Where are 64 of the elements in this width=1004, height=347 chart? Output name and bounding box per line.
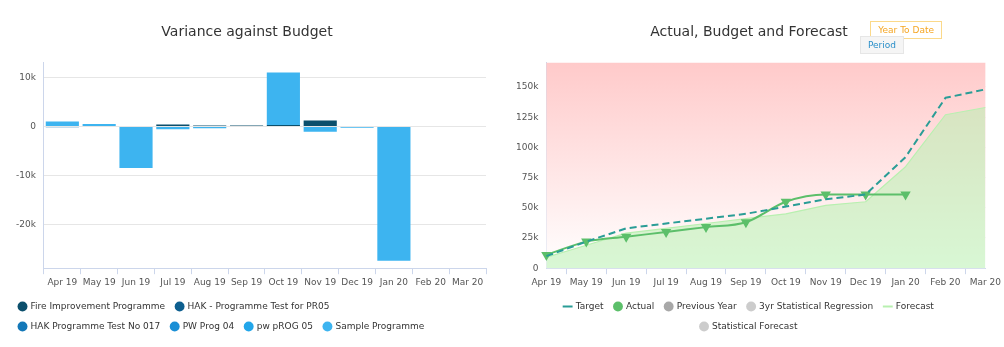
- point: [821, 191, 831, 200]
- legend-label: HAK Programme Test No 017: [30, 320, 161, 331]
- x-tick-label: May 19: [82, 276, 116, 287]
- x-tick-label: Jan 20: [378, 276, 409, 287]
- y-tick-label: -10k: [15, 169, 37, 180]
- x-tick-label: Aug 19: [193, 276, 226, 287]
- x-tick-label: Jun 19: [120, 276, 151, 287]
- x-tick-label: Nov 19: [809, 276, 842, 287]
- legend-label: HAK - Programme Test for PR05: [187, 300, 330, 311]
- legend-label: Fire Improvement Programme: [30, 300, 166, 311]
- bar: [377, 126, 411, 261]
- x-tick-label: Sep 19: [230, 276, 263, 287]
- legend-label: Target: [574, 300, 604, 311]
- legend-label: 3yr Statistical Regression: [759, 300, 874, 311]
- y-tick-label: 10k: [19, 71, 37, 82]
- point: [701, 224, 711, 233]
- x-tick-label: Dec 19: [341, 276, 374, 287]
- legend-label: PW Prog 04: [182, 320, 235, 331]
- chart-title: Actual, Budget and Forecast: [650, 23, 849, 40]
- x-tick-label: Mar 20: [969, 276, 1002, 287]
- text: Year To Date: [870, 21, 942, 39]
- chart-title: Variance against Budget: [161, 23, 334, 40]
- point: [621, 233, 631, 242]
- legend-label: Actual: [625, 300, 655, 311]
- x-tick-label: Aug 19: [690, 276, 723, 287]
- legend-label: Sample Programme: [335, 320, 425, 331]
- x-tick-label: Jun 19: [611, 276, 641, 287]
- legend-label: Statistical Forecast: [712, 320, 798, 331]
- x-tick-label: May 19: [569, 276, 604, 287]
- x-tick-label: Jul 19: [159, 276, 186, 287]
- x-tick-label: Apr 19: [531, 276, 562, 287]
- x-tick-label: Oct 19: [770, 276, 802, 287]
- y-tick-label: 100k: [516, 141, 540, 152]
- x-tick-label: Sep 19: [730, 276, 762, 287]
- point: [741, 219, 751, 228]
- bar: [45, 121, 79, 126]
- y-tick-label: 125k: [516, 111, 540, 122]
- point: [781, 198, 791, 207]
- x-tick-label: Dec 19: [849, 276, 882, 287]
- x-tick-label: Nov 19: [304, 276, 337, 287]
- y-tick-label: 0: [30, 120, 37, 131]
- x-tick-label: Apr 19: [47, 276, 78, 287]
- y-tick-label: 25k: [521, 232, 540, 243]
- x-tick-label: Jan 20: [890, 276, 920, 287]
- bar: [303, 120, 337, 126]
- text: Period: [859, 36, 904, 54]
- legend-label: pw pROG 05: [256, 320, 313, 331]
- bar: [266, 72, 300, 125]
- bar: [119, 126, 153, 168]
- point: [661, 228, 671, 237]
- legend-label: Previous Year: [676, 300, 737, 311]
- x-tick-label: Feb 20: [930, 276, 961, 287]
- y-tick-label: 0: [532, 262, 539, 273]
- x-tick-label: Feb 20: [415, 276, 447, 287]
- x-tick-label: Oct 19: [268, 276, 299, 287]
- legend-label: Forecast: [895, 300, 935, 311]
- y-tick-label: 75k: [521, 171, 540, 182]
- y-tick-label: 50k: [521, 202, 540, 213]
- x-tick-label: Jul 19: [652, 276, 679, 287]
- y-tick-label: 150k: [516, 81, 540, 92]
- y-tick-label: -20k: [15, 218, 37, 229]
- bar: [303, 126, 337, 132]
- x-tick-label: Mar 20: [451, 276, 484, 287]
- point: [901, 191, 911, 200]
